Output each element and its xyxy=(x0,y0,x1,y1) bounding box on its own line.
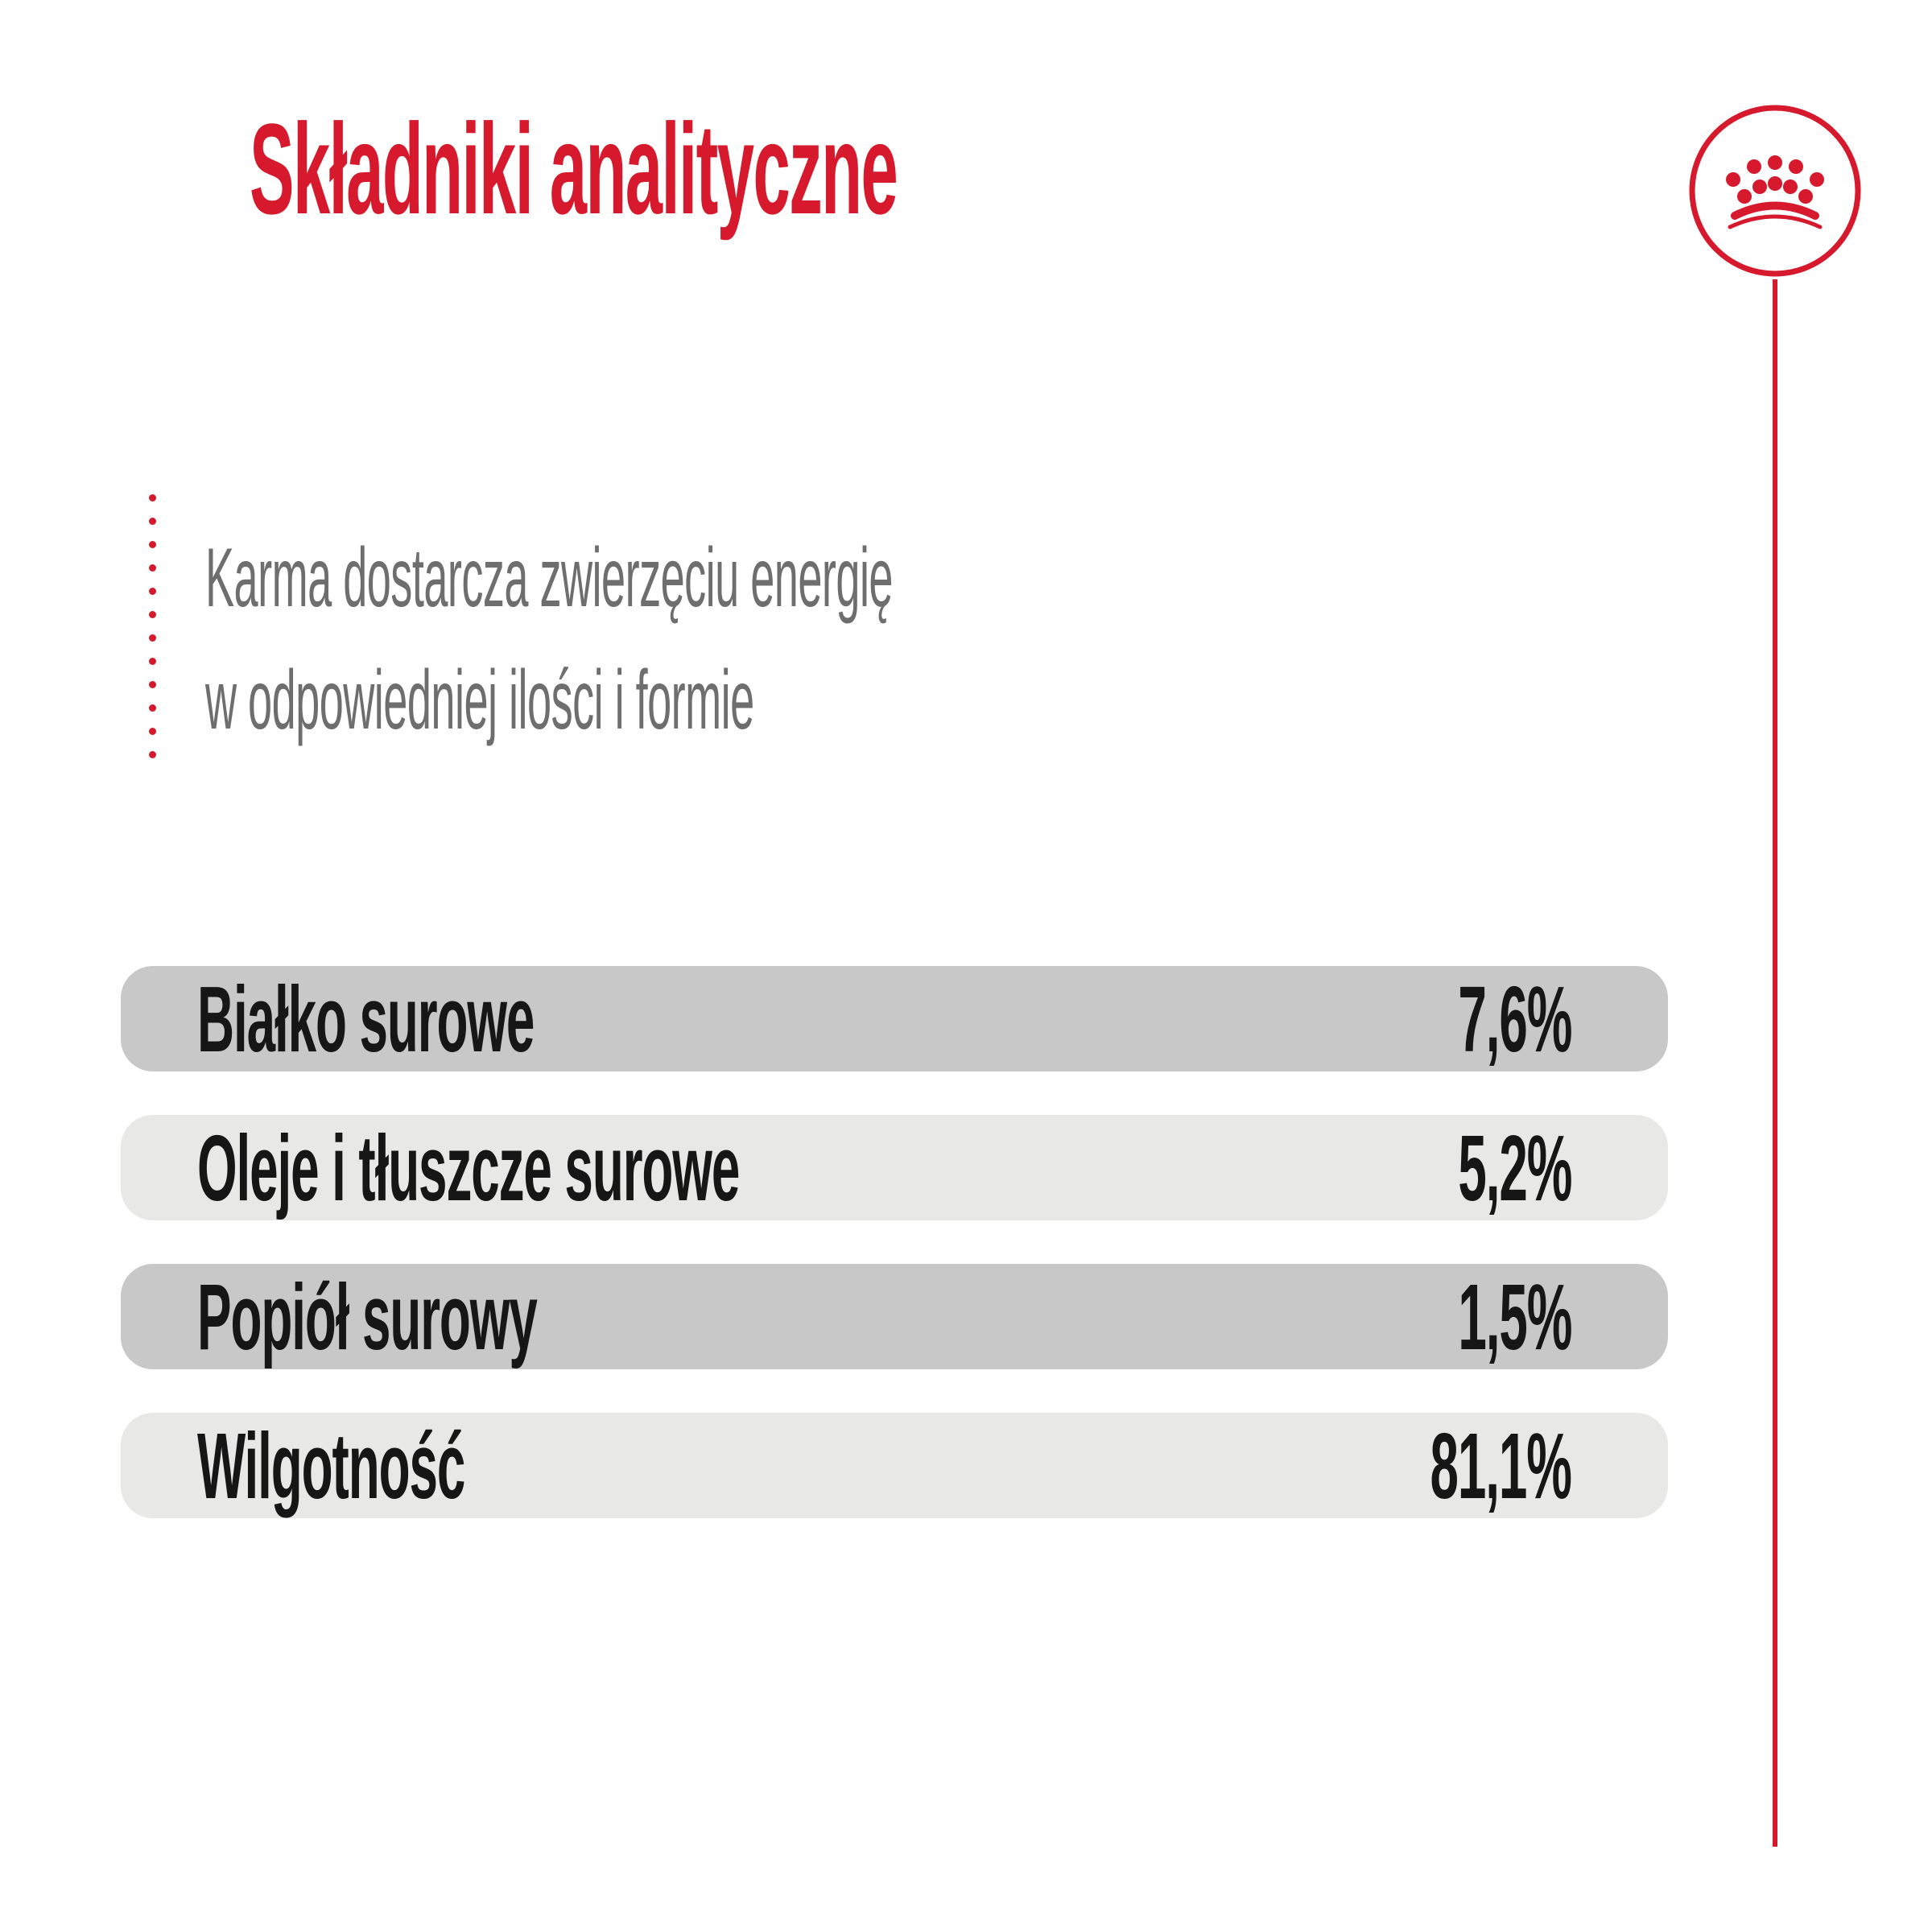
accent-dot xyxy=(149,588,156,595)
table-row: Popiół surowy 1,5% xyxy=(121,1264,1668,1369)
accent-dot xyxy=(149,541,156,548)
accent-dot xyxy=(149,728,156,735)
row-label: Oleje i tłuszcze surowe xyxy=(197,1115,740,1220)
royal-canin-logo xyxy=(1689,105,1861,277)
row-label: Wilgotność xyxy=(197,1413,465,1518)
accent-dot xyxy=(149,658,156,665)
analytical-table: Białko surowe 7,6% Oleje i tłuszcze surowe… xyxy=(121,966,1668,1562)
page-title: Składniki analityczne xyxy=(250,97,898,241)
row-value: 1,5% xyxy=(1457,1264,1572,1369)
accent-dot xyxy=(149,704,156,712)
accent-dot xyxy=(149,494,156,502)
accent-dot xyxy=(149,564,156,572)
accent-dot xyxy=(149,518,156,525)
crown-icon xyxy=(1726,155,1824,229)
accent-dot xyxy=(149,611,156,618)
accent-dot xyxy=(149,751,156,758)
subtitle-line-2: w odpowiedniej ilości i formie xyxy=(205,654,754,747)
row-value: 7,6% xyxy=(1457,966,1572,1071)
subtitle-line-1: Karma dostarcza zwierzęciu energię xyxy=(205,531,894,625)
table-row: Oleje i tłuszcze surowe 5,2% xyxy=(121,1115,1668,1220)
vertical-divider-line xyxy=(1773,279,1777,1847)
subtitle: Karma dostarcza zwierzęciu energię w odp… xyxy=(205,517,1527,762)
logo-circle xyxy=(1689,105,1861,277)
row-label: Popiół surowy xyxy=(197,1264,538,1369)
row-value: 81,1% xyxy=(1430,1413,1573,1518)
row-value: 5,2% xyxy=(1457,1115,1572,1220)
dotted-accent-line xyxy=(149,494,156,758)
accent-dot xyxy=(149,634,156,642)
row-label: Białko surowe xyxy=(197,966,535,1071)
table-row: Wilgotność 81,1% xyxy=(121,1413,1668,1518)
table-row: Białko surowe 7,6% xyxy=(121,966,1668,1071)
accent-dot xyxy=(149,681,156,688)
